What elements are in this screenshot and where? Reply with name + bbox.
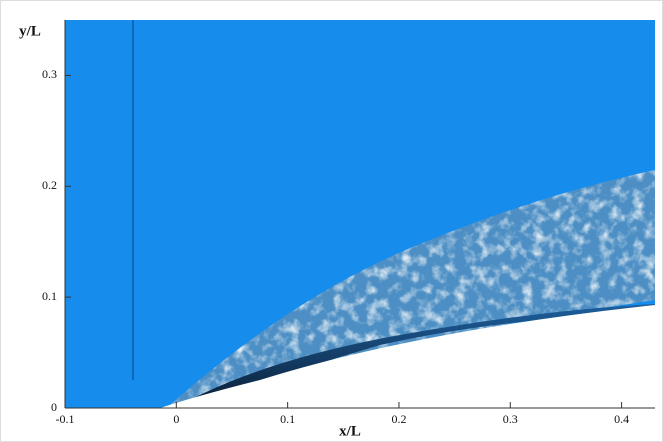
x-tick-label: 0.4 xyxy=(614,412,629,426)
y-tick-label: 0 xyxy=(51,400,57,414)
x-tick-label: 0.1 xyxy=(280,412,295,426)
y-tick-label: 0.3 xyxy=(42,67,57,81)
x-tick-label: -0.1 xyxy=(56,412,75,426)
x-tick-label: 0.2 xyxy=(391,412,406,426)
x-axis-label: x/L xyxy=(339,423,361,439)
x-tick-label: 0.3 xyxy=(503,412,518,426)
y-tick-label: 0.1 xyxy=(42,289,57,303)
field-image xyxy=(65,20,655,408)
x-tick-label: 0 xyxy=(173,412,179,426)
y-axis-label: y/L xyxy=(19,23,41,39)
y-tick-label: 0.2 xyxy=(42,178,57,192)
